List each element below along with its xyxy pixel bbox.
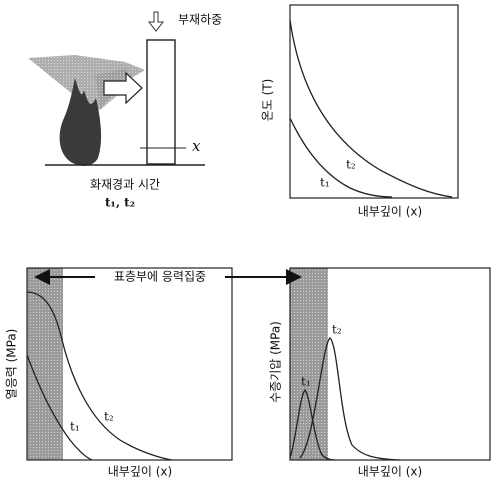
y-label: 열응력 (MPa) bbox=[5, 329, 19, 400]
caption-times: t₁, t₂ bbox=[105, 196, 135, 210]
y-label: 온도 (T) bbox=[261, 79, 275, 122]
curve-label: t₂ bbox=[346, 158, 356, 172]
flame bbox=[59, 78, 102, 166]
load-arrow bbox=[147, 11, 165, 32]
curve-t2 bbox=[26, 291, 173, 461]
curve-label: t₁ bbox=[301, 375, 311, 389]
y-label: 수증기압 (MPa) bbox=[269, 321, 283, 403]
curve-t1 bbox=[26, 354, 93, 461]
x-label: 내부깊이 (x) bbox=[358, 465, 422, 479]
curve-label: t₁ bbox=[320, 176, 330, 190]
surface-zone bbox=[27, 268, 63, 460]
panel-frame bbox=[26, 267, 233, 461]
heat-arrow bbox=[103, 71, 143, 105]
curve-label: t₁ bbox=[70, 420, 80, 434]
column bbox=[146, 39, 176, 165]
curve-t2 bbox=[299, 337, 401, 461]
x-label: 내부깊이 (x) bbox=[358, 205, 422, 219]
curve-label: t₂ bbox=[104, 410, 114, 424]
curve-t2 bbox=[289, 19, 453, 198]
curve-t1 bbox=[289, 389, 336, 461]
banner-label: 표층부에 응력집중 bbox=[114, 270, 206, 284]
caption: 화재경과 시간 bbox=[90, 178, 160, 192]
curve-t1 bbox=[289, 117, 393, 198]
load-label: 부재하중 bbox=[178, 13, 222, 27]
depth-symbol: x bbox=[192, 137, 201, 155]
curve-label: t₂ bbox=[332, 323, 342, 337]
x-label: 내부깊이 (x) bbox=[108, 465, 172, 479]
smoke bbox=[28, 55, 145, 110]
panel-frame bbox=[289, 4, 459, 199]
